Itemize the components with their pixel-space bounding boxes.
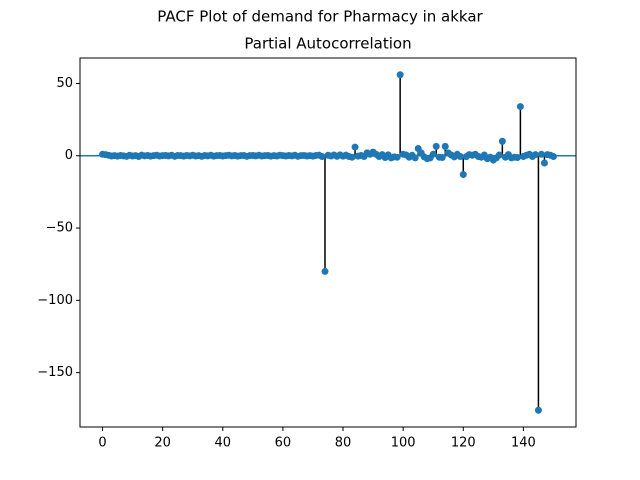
marker	[432, 142, 440, 150]
marker	[513, 153, 521, 161]
marker	[498, 137, 506, 145]
marker	[321, 267, 329, 275]
x-tick-label: 100	[391, 436, 416, 451]
x-tick-label: 120	[451, 436, 476, 451]
marker	[429, 150, 437, 158]
y-tick-label: 0	[65, 148, 73, 163]
x-tick-label: 20	[154, 436, 171, 451]
marker	[393, 153, 401, 161]
marker	[438, 153, 446, 161]
marker	[495, 151, 503, 159]
marker	[351, 143, 359, 151]
x-tick-label: 0	[98, 436, 106, 451]
y-tick-label: −100	[37, 293, 73, 308]
x-tick-label: 80	[335, 436, 352, 451]
y-tick-label: 50	[56, 76, 73, 91]
marker	[396, 71, 404, 79]
marker	[516, 103, 524, 111]
marker	[456, 152, 464, 160]
marker	[549, 152, 557, 160]
x-tick-label: 60	[275, 436, 292, 451]
marker	[534, 406, 542, 414]
marker	[540, 159, 548, 167]
marker	[441, 142, 449, 150]
y-tick-label: −50	[46, 221, 73, 236]
marker	[411, 154, 419, 162]
plot-frame	[79, 57, 577, 428]
y-tick-label: −150	[37, 365, 73, 380]
marker	[531, 151, 539, 159]
x-tick-label: 140	[511, 436, 536, 451]
suptitle: PACF Plot of demand for Pharmacy in akka…	[157, 8, 483, 26]
marker	[537, 150, 545, 158]
marker	[318, 152, 326, 160]
chart-title: Partial Autocorrelation	[244, 35, 411, 53]
marker	[348, 153, 356, 161]
marker	[459, 171, 467, 179]
x-tick-label: 40	[215, 436, 232, 451]
